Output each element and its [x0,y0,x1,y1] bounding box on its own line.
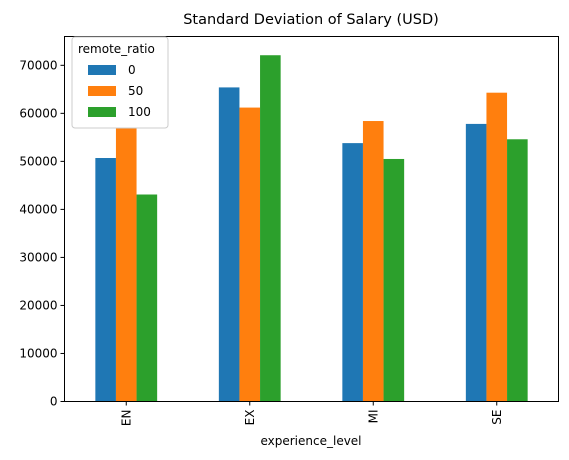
y-tick-label: 70000 [19,58,57,72]
y-tick-label: 50000 [19,154,57,168]
bars-group [95,55,528,402]
legend-label-100: 100 [128,105,151,119]
bar-EX-100 [260,55,281,402]
bar-EN-100 [136,194,158,402]
y-tick-label: 60000 [19,106,57,120]
y-tick-label: 0 [50,395,58,409]
legend-label-0: 0 [128,63,136,77]
legend-title: remote_ratio [78,42,155,56]
x-tick-label: SE [490,410,504,425]
bar-EX-50 [239,107,261,402]
legend-label-50: 50 [128,84,143,98]
y-tick-label: 30000 [19,250,57,264]
x-axis: EN EX MI SE [119,401,504,427]
bar-SE-0 [465,123,487,402]
y-tick-label: 20000 [19,298,57,312]
y-tick-label: 40000 [19,202,57,216]
legend-swatch-100 [88,107,116,117]
legend: remote_ratio 0 50 100 [71,36,169,129]
bar-EX-0 [218,87,240,402]
plot-frame [64,36,559,402]
y-axis: 0 10000 20000 30000 40000 50000 60000 70000 [19,58,65,409]
bar-MI-50 [362,121,384,402]
legend-swatch-50 [88,86,116,96]
x-tick-label: MI [366,410,380,424]
bar-SE-100 [507,139,528,402]
x-tick-label: EX [243,410,257,426]
bar-EN-50 [115,127,137,402]
x-tick-label: EN [119,410,133,427]
legend-box [71,36,169,129]
bar-MI-100 [383,158,405,402]
x-axis-label: experience_level [260,434,361,448]
bar-SE-50 [486,92,508,402]
bar-EN-0 [95,158,116,402]
legend-swatch-0 [88,65,116,75]
y-tick-label: 10000 [19,346,57,360]
bar-MI-0 [342,143,363,402]
chart-title: Standard Deviation of Salary (USD) [183,12,439,28]
